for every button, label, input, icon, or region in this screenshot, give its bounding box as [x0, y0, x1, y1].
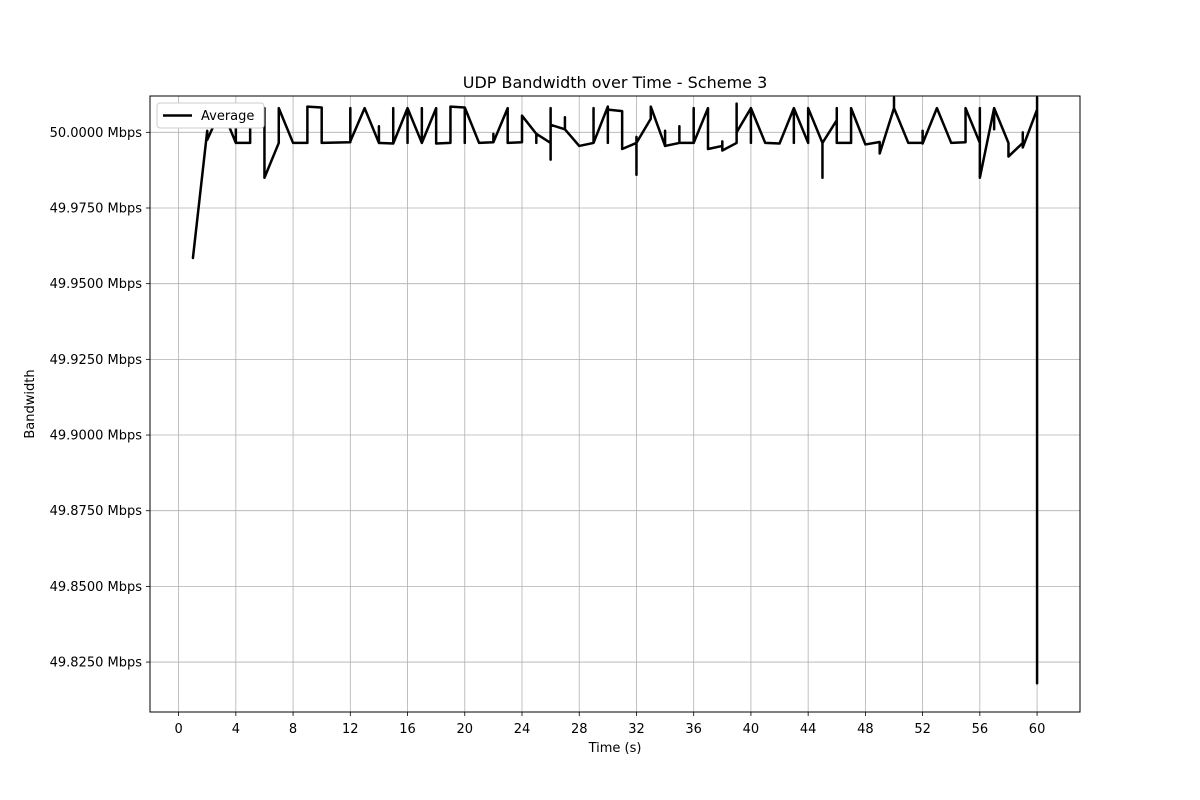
y-tick-label: 49.8500 Mbps: [50, 580, 143, 595]
y-axis-title: Bandwidth: [23, 369, 38, 438]
x-tick-label: 36: [685, 722, 702, 737]
plot-frame: [149, 95, 1081, 713]
legend-box: [156, 102, 265, 129]
x-tick-label: 28: [571, 722, 588, 737]
y-tick-label: 49.9250 Mbps: [50, 353, 143, 368]
y-tick-label: 50.0000 Mbps: [50, 126, 143, 141]
x-tick-label: 60: [1029, 722, 1046, 737]
x-tick-label: 4: [232, 722, 240, 737]
x-tick-label: 24: [514, 722, 531, 737]
series-layer: [191, 96, 1039, 685]
grid-lines: [150, 96, 1080, 712]
y-tick-label: 49.9750 Mbps: [50, 202, 143, 217]
legend: Average: [156, 102, 265, 129]
y-tick-label: 49.9500 Mbps: [50, 277, 143, 292]
x-axis: 0 4 8 12 16 20 24 28 32 36 40 44 48 52 56 60: [174, 712, 1045, 737]
chart-title: UDP Bandwidth over Time - Scheme 3: [463, 73, 768, 92]
x-axis-title: Time (s): [588, 741, 642, 756]
legend-label-average: Average: [201, 109, 254, 124]
series-line-average: [191, 96, 1039, 685]
x-tick-label: 8: [289, 722, 297, 737]
x-tick-label: 0: [174, 722, 182, 737]
y-tick-label: 49.8250 Mbps: [50, 656, 143, 671]
x-tick-label: 16: [399, 722, 416, 737]
y-axis: 49.8250 Mbps 49.8500 Mbps 49.8750 Mbps 49.9…: [50, 126, 150, 671]
x-tick-label: 40: [743, 722, 760, 737]
x-tick-label: 20: [456, 722, 473, 737]
x-tick-label: 12: [342, 722, 359, 737]
x-tick-label: 48: [857, 722, 874, 737]
x-tick-label: 32: [628, 722, 645, 737]
x-tick-label: 56: [972, 722, 989, 737]
y-tick-label: 49.9000 Mbps: [50, 429, 143, 444]
x-tick-label: 52: [914, 722, 931, 737]
x-tick-label: 44: [800, 722, 817, 737]
y-tick-label: 49.8750 Mbps: [50, 504, 143, 519]
